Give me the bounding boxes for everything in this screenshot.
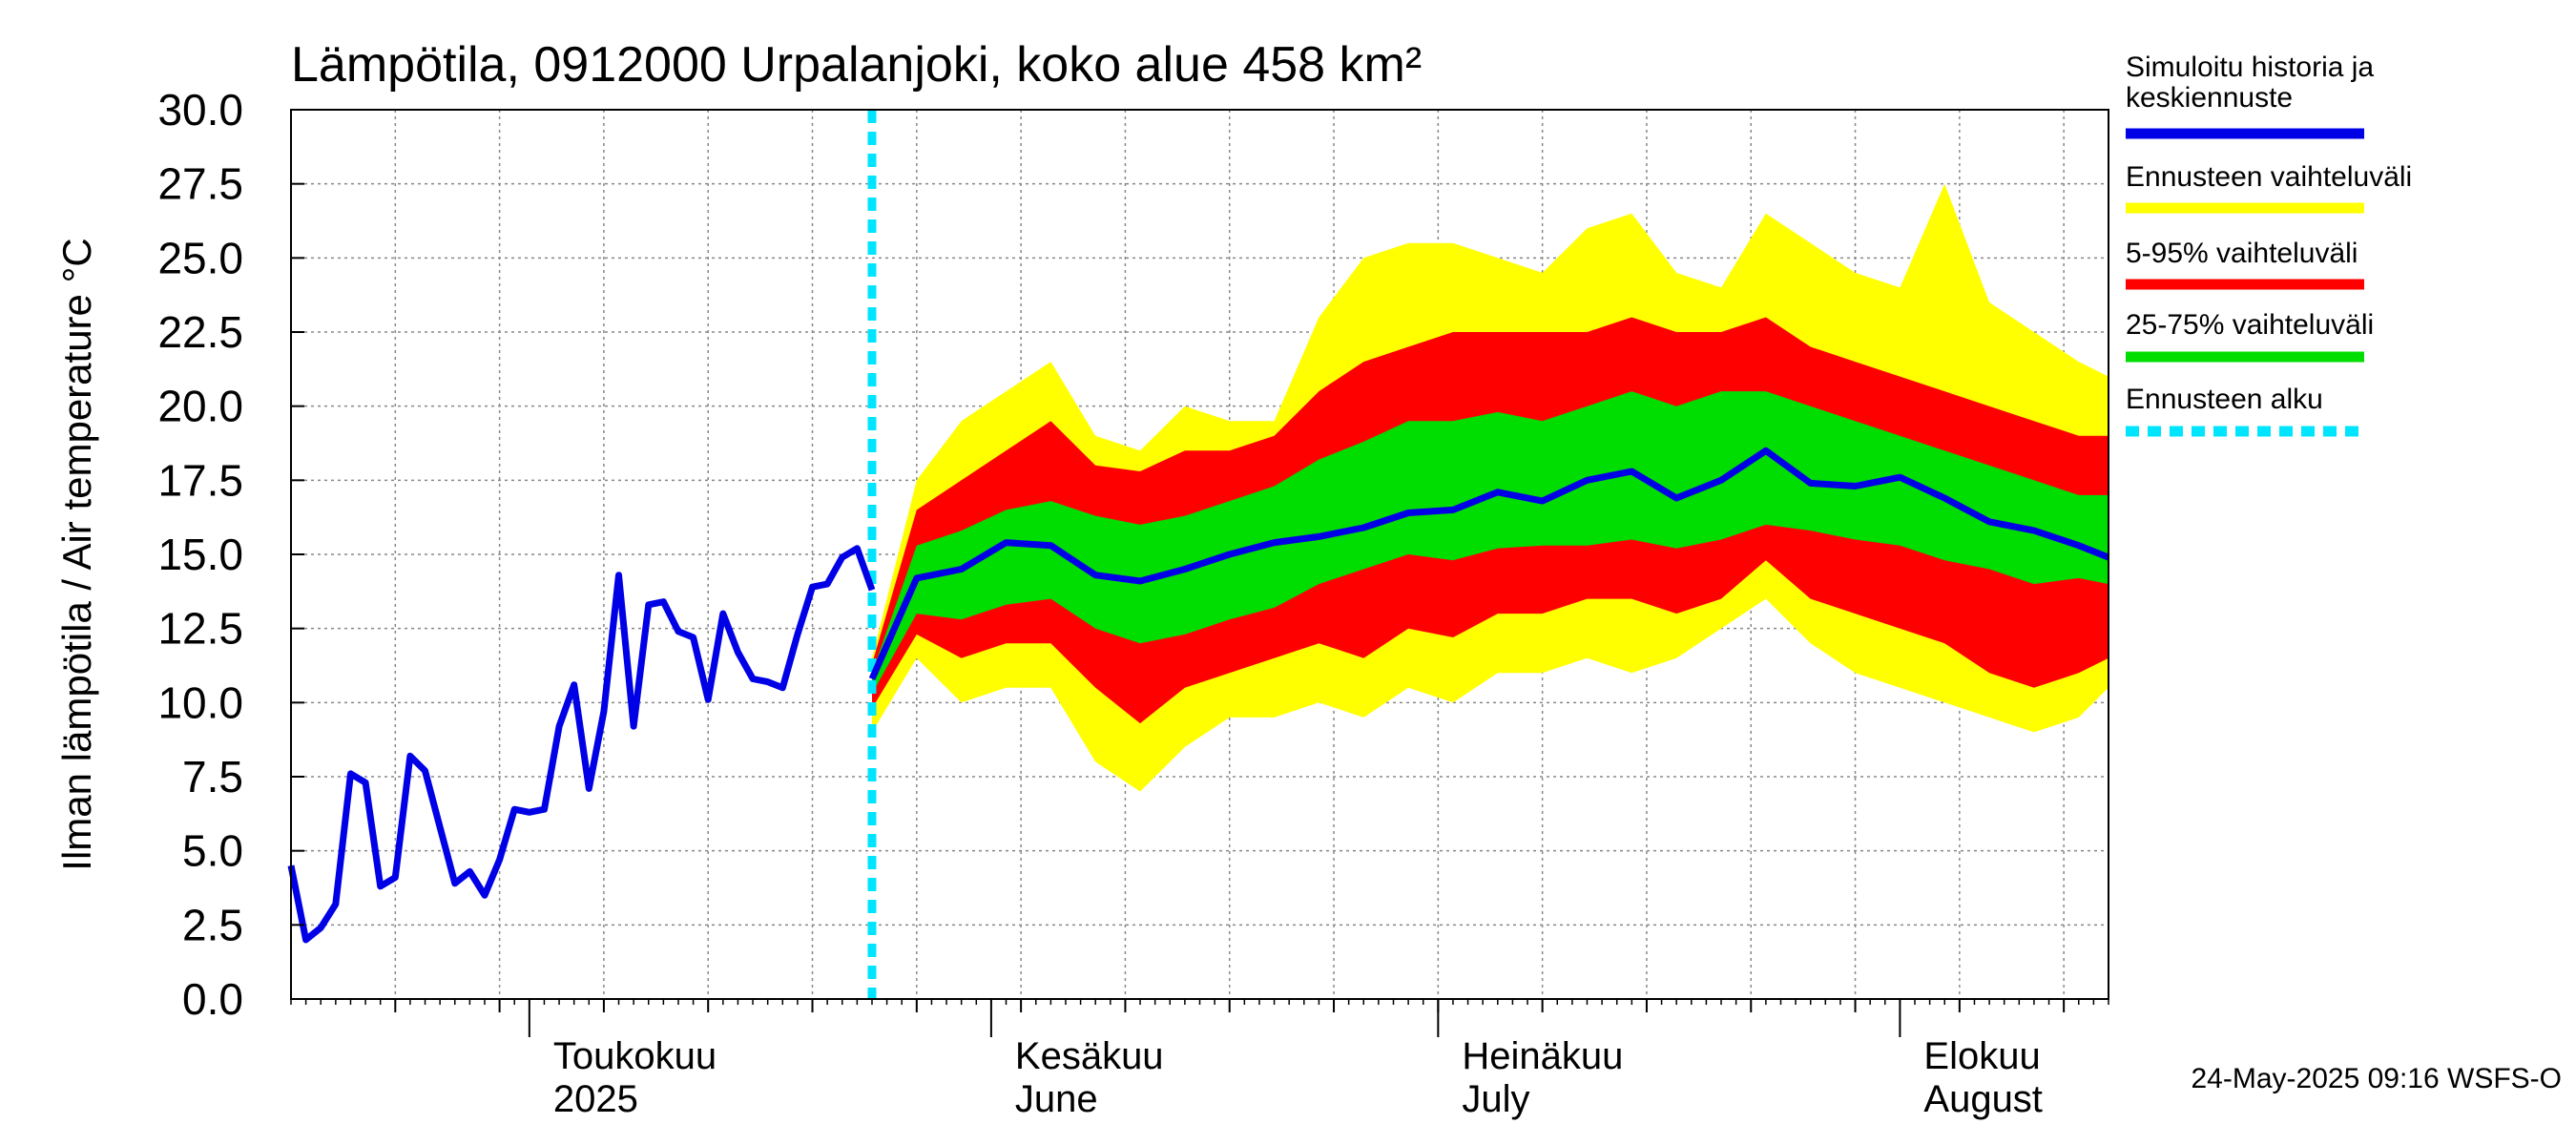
month-label-secondary: July [1462, 1078, 1529, 1120]
month-label: Kesäkuu [1015, 1035, 1164, 1077]
y-axis-label: Ilman lämpötila / Air temperature °C [54, 238, 99, 870]
y-tick-label: 20.0 [157, 382, 243, 431]
month-label-secondary: August [1923, 1078, 2043, 1120]
month-label-secondary: June [1015, 1078, 1098, 1120]
y-tick-label: 12.5 [157, 604, 243, 654]
y-tick-label: 15.0 [157, 530, 243, 579]
legend-label: Ennusteen alku [2126, 384, 2323, 415]
y-tick-label: 22.5 [157, 307, 243, 357]
month-label: Heinäkuu [1462, 1035, 1623, 1077]
month-label-secondary: 2025 [553, 1078, 638, 1120]
month-label: Elokuu [1923, 1035, 2040, 1077]
legend-label: 5-95% vaihteluväli [2126, 238, 2358, 269]
month-label: Toukokuu [553, 1035, 717, 1077]
band-25-75 [872, 391, 2109, 694]
y-tick-label: 30.0 [157, 85, 243, 135]
legend-label: Simuloitu historia ja [2126, 52, 2374, 83]
y-tick-labels: 0.0 2.5 5.0 7.5 10.0 12.5 15.0 17.5 20.0 22.5 25.0… [157, 85, 304, 1024]
mean-forecast-line [868, 447, 2110, 680]
y-tick-label: 7.5 [182, 752, 243, 802]
y-tick-label: 27.5 [157, 159, 243, 209]
series-lines [287, 110, 2110, 999]
y-tick-label: 25.0 [157, 233, 243, 282]
legend-label: keskiennuste [2126, 82, 2293, 114]
y-tick-label: 0.0 [182, 974, 243, 1024]
legend-label: Ennusteen vaihteluväli [2126, 161, 2412, 193]
y-tick-label: 10.0 [157, 677, 243, 727]
history-line [287, 545, 876, 944]
chart-title: Lämpötila, 0912000 Urpalanjoki, koko alu… [291, 37, 1422, 93]
forecast-bands [872, 183, 2109, 792]
legend-label: 25-75% vaihteluväli [2126, 309, 2374, 341]
timestamp-footer: 24-May-2025 09:16 WSFS-O [2192, 1063, 2563, 1094]
y-tick-label: 2.5 [182, 900, 243, 949]
y-tick-label: 5.0 [182, 826, 243, 876]
y-tick-label: 17.5 [157, 455, 243, 505]
